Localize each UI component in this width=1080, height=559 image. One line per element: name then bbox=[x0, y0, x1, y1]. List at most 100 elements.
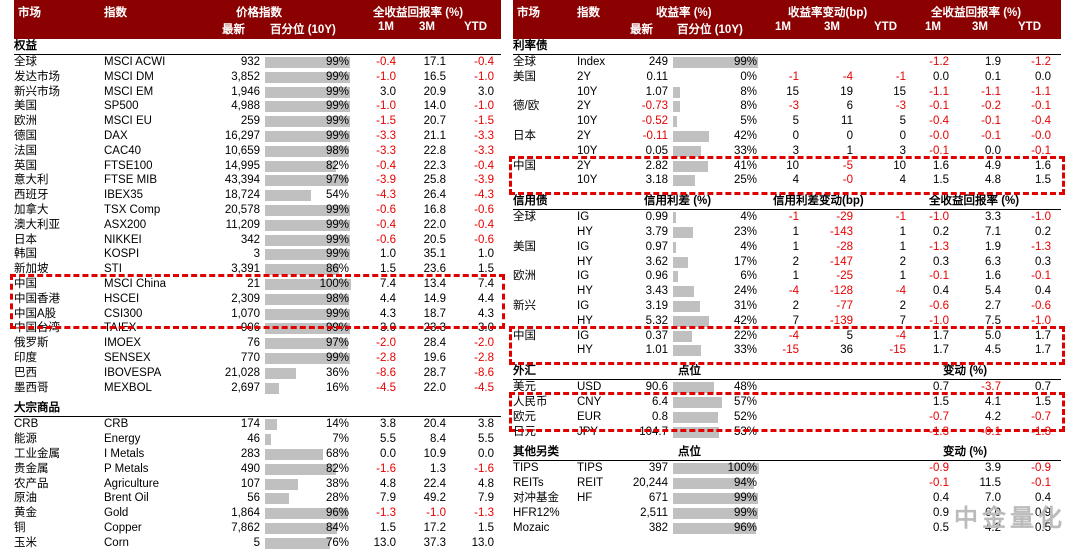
col-market: 市场 bbox=[18, 7, 41, 19]
m3-cell: 13.4 bbox=[423, 277, 446, 290]
chg-1m-cell: 1 bbox=[792, 225, 799, 238]
index-cell: MSCI China bbox=[104, 277, 166, 290]
latest-cell: 107 bbox=[240, 477, 260, 490]
percentile-bar-fill bbox=[265, 537, 331, 549]
chg-3m-cell: 36 bbox=[840, 344, 853, 357]
percentile-bar: 99% bbox=[265, 218, 351, 231]
index-cell: FTSE100 bbox=[104, 159, 153, 172]
latest-cell: 20,244 bbox=[632, 477, 668, 490]
table-row: Mozaic 382 96% 0.5 4.2 0.5 bbox=[513, 521, 1061, 536]
m3-cell: 8.4 bbox=[430, 433, 446, 446]
percentile-value: 38% bbox=[325, 477, 349, 490]
col-3m: 3M bbox=[419, 21, 435, 33]
percentile-bar-fill bbox=[673, 426, 719, 438]
m1-cell: -1.3 bbox=[929, 425, 949, 438]
percentile-value: 99% bbox=[325, 322, 349, 335]
percentile-value: 42% bbox=[733, 314, 757, 327]
table-row: HY 3.62 17% 2 -147 2 0.3 6.3 0.3 bbox=[513, 255, 1061, 270]
market-cell: 新加坡 bbox=[14, 263, 49, 276]
market-cell: 中国 bbox=[513, 329, 536, 342]
m1-cell: 4.8 bbox=[380, 477, 396, 490]
chg-1m-cell: -15 bbox=[782, 344, 799, 357]
percentile-bar: 68% bbox=[265, 448, 351, 460]
percentile-bar-fill bbox=[673, 286, 694, 298]
chg-3m-cell: -77 bbox=[836, 299, 853, 312]
index-cell: FTSE MIB bbox=[104, 174, 158, 187]
index-cell: HY bbox=[577, 255, 593, 268]
percentile-value: 16% bbox=[325, 381, 349, 394]
m1-cell: 1.7 bbox=[933, 344, 949, 357]
table-row: HY 3.79 23% 1 -143 1 0.2 7.1 0.2 bbox=[513, 225, 1061, 240]
market-cell: 欧洲 bbox=[14, 115, 37, 128]
percentile-bar-fill bbox=[673, 130, 710, 142]
index-cell: MEXBOL bbox=[104, 381, 152, 394]
ytd-cell: -8.6 bbox=[474, 366, 494, 379]
table-row: HY 3.43 24% -4 -128 -4 0.4 5.4 0.4 bbox=[513, 284, 1061, 299]
m3-cell: -1.1 bbox=[981, 85, 1001, 98]
m1-cell: 3.8 bbox=[380, 418, 396, 431]
index-cell: MSCI ACWI bbox=[104, 56, 166, 68]
percentile-bar-fill bbox=[673, 116, 678, 128]
col-1m: 1M bbox=[925, 21, 941, 33]
chg-ytd-cell: 1 bbox=[899, 270, 906, 283]
m3-cell: 4.2 bbox=[985, 410, 1001, 423]
market-cell: TIPS bbox=[513, 462, 539, 475]
percentile-bar-fill bbox=[673, 315, 710, 327]
market-cell: 日元 bbox=[513, 425, 536, 438]
market-cell: REITs bbox=[513, 477, 544, 490]
table-row: 美国 IG 0.97 4% 1 -28 1 -1.3 1.9 -1.3 bbox=[513, 240, 1061, 255]
m1-cell: 0.9 bbox=[933, 506, 949, 519]
m1-cell: -0.0 bbox=[929, 129, 949, 142]
left-header: 市场 指数 价格指数 最新 百分位 (10Y) 全收益回报率 (%) 1M 3M… bbox=[14, 0, 501, 39]
latest-cell: 46 bbox=[247, 433, 260, 446]
percentile-bar: 48% bbox=[673, 381, 759, 394]
index-cell: Corn bbox=[104, 536, 129, 549]
ytd-cell: -4.5 bbox=[474, 381, 494, 394]
index-cell: CSI300 bbox=[104, 307, 143, 320]
table-row: 俄罗斯 IMOEX 76 97% -2.0 28.4 -2.0 bbox=[14, 336, 501, 351]
percentile-value: 99% bbox=[325, 218, 349, 231]
percentile-bar: 96% bbox=[673, 522, 759, 534]
percentile-bar: 99% bbox=[265, 248, 351, 261]
percentile-bar: 8% bbox=[673, 86, 759, 98]
m1-cell: 13.0 bbox=[373, 536, 396, 549]
percentile-bar-fill bbox=[673, 101, 680, 113]
percentile-bar: 31% bbox=[673, 300, 759, 312]
alt-change-label: 变动 (%) bbox=[943, 446, 988, 459]
m3-cell: 22.0 bbox=[423, 381, 446, 394]
latest-cell: 16,297 bbox=[224, 129, 260, 142]
col-1m: 1M bbox=[378, 21, 394, 33]
m1-cell: -1.3 bbox=[929, 240, 949, 253]
percentile-bar: 4% bbox=[673, 211, 759, 224]
latest-cell: 0.97 bbox=[645, 240, 668, 253]
market-cell: 美国 bbox=[513, 70, 536, 83]
m3-cell: 1.6 bbox=[985, 270, 1001, 283]
percentile-value: 22% bbox=[733, 329, 757, 342]
percentile-value: 84% bbox=[325, 521, 349, 534]
m3-cell: 26.4 bbox=[423, 189, 446, 202]
m3-cell: -1.0 bbox=[426, 507, 446, 520]
market-cell: 法国 bbox=[14, 144, 37, 157]
ytd-cell: 4.8 bbox=[478, 477, 494, 490]
table-row: TIPS TIPS 397 100% -0.9 3.9 -0.9 bbox=[513, 461, 1061, 476]
index-cell: 10Y bbox=[577, 85, 598, 98]
percentile-bar-fill bbox=[673, 492, 759, 504]
m3-cell: 2.7 bbox=[985, 299, 1001, 312]
percentile-value: 98% bbox=[325, 144, 349, 157]
m3-cell: 17.1 bbox=[423, 56, 446, 68]
chg-1m-cell: 4 bbox=[792, 174, 799, 187]
latest-cell: 1,070 bbox=[231, 307, 260, 320]
table-row: 欧洲 IG 0.96 6% 1 -25 1 -0.1 1.6 -0.1 bbox=[513, 269, 1061, 284]
latest-cell: 0.96 bbox=[645, 270, 668, 283]
market-cell: 农产品 bbox=[14, 477, 49, 490]
percentile-bar: 86% bbox=[265, 263, 351, 276]
percentile-bar-fill bbox=[673, 382, 715, 394]
m1-cell: 0.2 bbox=[933, 225, 949, 238]
table-row: 加拿大 TSX Comp 20,578 99% -0.6 16.8 -0.6 bbox=[14, 203, 501, 218]
m1-cell: -1.3 bbox=[376, 507, 396, 520]
chg-1m-cell: 2 bbox=[792, 299, 799, 312]
market-cell: 中国香港 bbox=[14, 292, 60, 305]
table-row: 10Y 3.18 25% 4 -0 4 1.5 4.8 1.5 bbox=[513, 173, 1061, 188]
table-row: 美国 2Y 0.11 0% -1 -4 -1 0.0 0.1 0.0 bbox=[513, 70, 1061, 85]
percentile-bar-fill bbox=[673, 241, 677, 253]
